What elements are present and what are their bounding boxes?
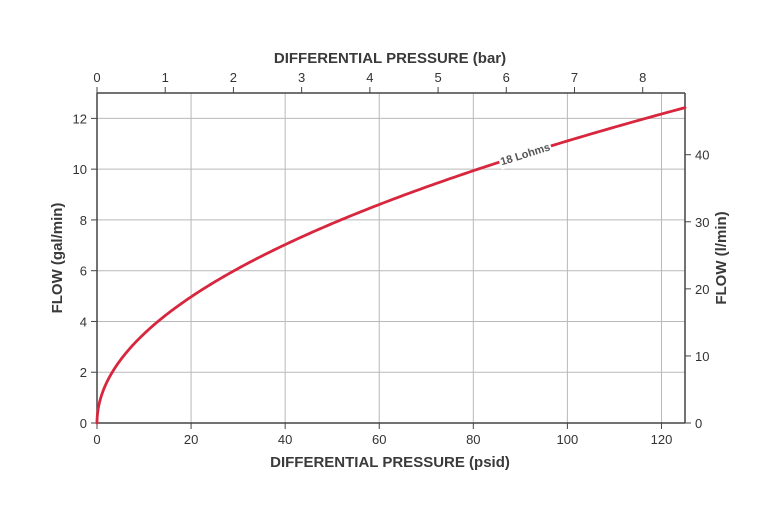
y-right-tick-label: 40 <box>695 148 709 163</box>
y-right-tick-label: 0 <box>695 416 702 431</box>
x-bottom-tick-label: 60 <box>372 432 386 447</box>
y-right-tick-label: 10 <box>695 349 709 364</box>
x-top-tick-label: 2 <box>230 70 237 85</box>
curve-annotation-background <box>496 138 554 170</box>
y-right-tick-label: 20 <box>695 282 709 297</box>
y-left-tick-label: 0 <box>80 416 87 431</box>
x-top-tick-label: 6 <box>503 70 510 85</box>
x-bottom-tick-label: 80 <box>466 432 480 447</box>
x-bottom-tick-label: 0 <box>93 432 100 447</box>
x-top-tick-label: 1 <box>162 70 169 85</box>
y-left-axis-title: FLOW (gal/min) <box>49 203 66 314</box>
x-top-tick-label: 8 <box>639 70 646 85</box>
x-top-tick-label: 3 <box>298 70 305 85</box>
x-bottom-tick-label: 120 <box>651 432 673 447</box>
y-right-tick-label: 30 <box>695 215 709 230</box>
y-right-axis-title: FLOW (l/min) <box>713 211 730 304</box>
x-top-tick-label: 5 <box>434 70 441 85</box>
y-left-tick-label: 10 <box>73 162 87 177</box>
x-top-tick-label: 0 <box>93 70 100 85</box>
curve-annotation: 18 Lohms <box>496 138 554 170</box>
y-left-tick-label: 4 <box>80 314 87 329</box>
y-left-tick-label: 6 <box>80 264 87 279</box>
grid <box>97 93 685 423</box>
x-bottom-axis-title: DIFFERENTIAL PRESSURE (psid) <box>270 454 510 471</box>
series: 18 Lohms <box>95 106 687 425</box>
x-bottom-tick-label: 100 <box>557 432 579 447</box>
x-bottom-tick-label: 40 <box>278 432 292 447</box>
x-top-tick-label: 7 <box>571 70 578 85</box>
y-left-tick-label: 12 <box>73 111 87 126</box>
axes <box>91 87 691 429</box>
x-bottom-tick-label: 20 <box>184 432 198 447</box>
y-left-tick-label: 2 <box>80 365 87 380</box>
x-top-axis-title: DIFFERENTIAL PRESSURE (bar) <box>274 50 506 67</box>
x-top-tick-label: 4 <box>366 70 373 85</box>
series-line-18-lohms <box>95 106 687 425</box>
y-left-tick-label: 8 <box>80 213 87 228</box>
